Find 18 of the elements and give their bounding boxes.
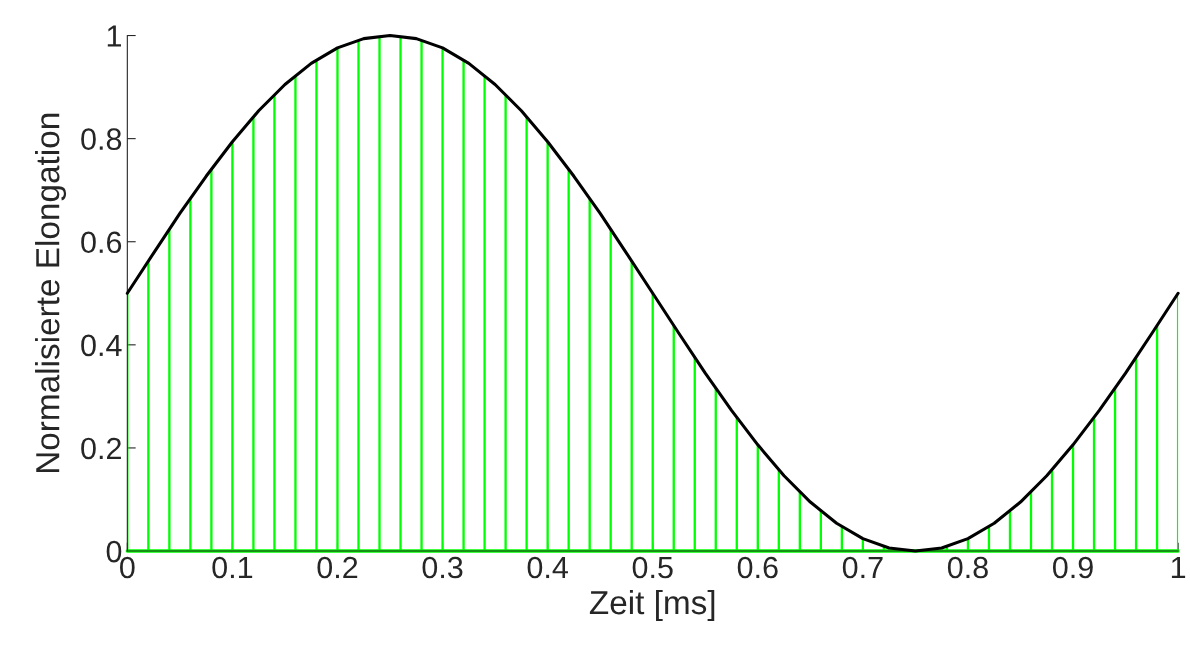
y-tick-label: 0	[106, 540, 122, 563]
y-tick-label: 0.6	[81, 231, 122, 254]
x-tick-label: 0.1	[212, 556, 253, 579]
x-axis-title: Zeit [ms]	[589, 589, 715, 622]
x-tick-label: 0.9	[1052, 556, 1093, 579]
y-tick-label: 0.4	[81, 334, 122, 357]
x-tick-label: 0.2	[317, 556, 358, 579]
x-tick-label: 0.4	[527, 556, 568, 579]
y-tick-label: 1	[107, 25, 121, 47]
x-tick-label: 1	[1171, 557, 1186, 579]
x-tick-label: 0.8	[947, 556, 988, 579]
y-tick-label: 0.2	[81, 437, 121, 460]
x-tick-label: 0.7	[842, 556, 883, 579]
x-tick-label: 0.5	[632, 556, 673, 579]
x-tick-label: 0.3	[422, 556, 463, 579]
x-tick-label: 0.6	[737, 556, 778, 579]
y-tick-label: 0.8	[81, 128, 122, 150]
y-axis-title: Normalisierte Elongation	[35, 113, 67, 473]
